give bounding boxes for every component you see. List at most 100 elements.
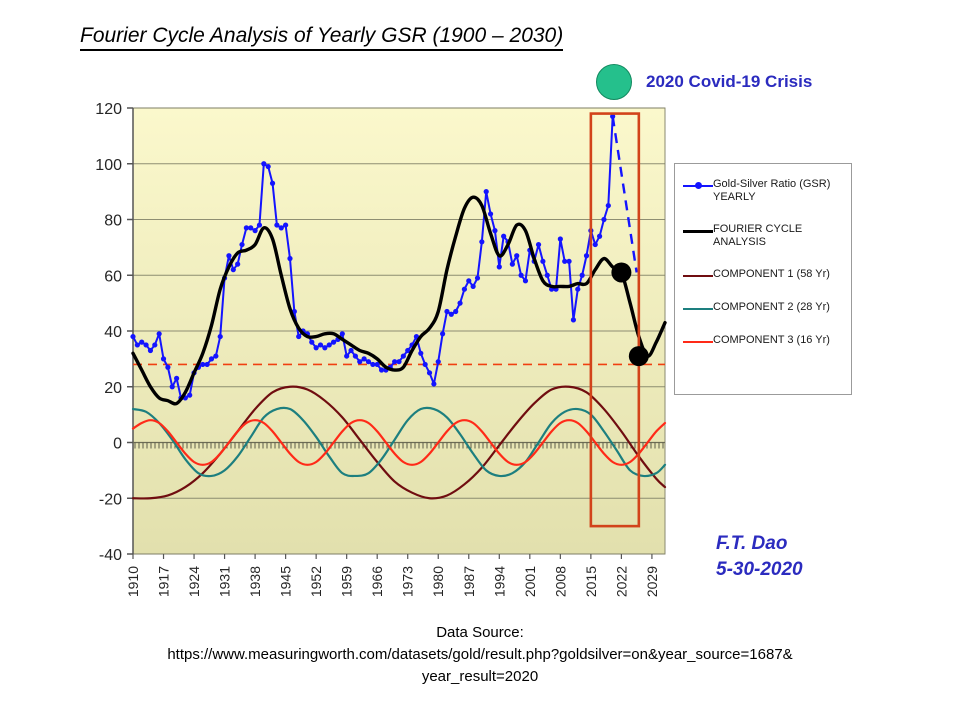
y-tick-label: 120 xyxy=(95,101,122,118)
gsr-data-point xyxy=(470,283,476,289)
gsr-data-point xyxy=(396,359,402,365)
gsr-data-point xyxy=(357,359,363,365)
legend-swatch-icon xyxy=(683,303,713,315)
gsr-data-point xyxy=(601,216,607,223)
emphasis-marker xyxy=(611,262,632,283)
x-tick-label: 1945 xyxy=(278,566,294,597)
gsr-data-point xyxy=(248,225,254,231)
gsr-data-point xyxy=(557,236,563,242)
gsr-data-point xyxy=(562,258,568,264)
gsr-data-point xyxy=(330,339,337,345)
gsr-data-point xyxy=(204,361,210,368)
legend-item-4: COMPONENT 3 (16 Yr) xyxy=(683,334,845,348)
gsr-data-point xyxy=(226,253,232,259)
gsr-data-point xyxy=(265,163,271,170)
green-circle-icon xyxy=(596,64,632,100)
series-component-3-16-yr- xyxy=(131,419,667,466)
gsr-data-point xyxy=(309,339,315,345)
series-fourier-line xyxy=(131,195,667,406)
x-tick-label: 1938 xyxy=(247,566,263,597)
gsr-data-point xyxy=(335,336,341,342)
page-title: Fourier Cycle Analysis of Yearly GSR (19… xyxy=(80,24,564,51)
gsr-data-point xyxy=(217,333,223,340)
gsr-data-point xyxy=(221,275,228,281)
legend-swatch-icon xyxy=(683,225,713,237)
gsr-data-point xyxy=(522,278,529,284)
gsr-data-point xyxy=(296,333,302,340)
data-source-url-line2: year_result=2020 xyxy=(421,668,539,685)
gsr-data-point xyxy=(466,278,472,284)
legend-item-label: Gold-Silver Ratio (GSR) YEARLY xyxy=(713,178,831,203)
gsr-data-point xyxy=(457,300,463,306)
gsr-data-point xyxy=(518,272,524,278)
gsr-data-point xyxy=(269,180,276,186)
gsr-data-point xyxy=(291,308,297,315)
gsr-data-point xyxy=(130,333,136,340)
gsr-data-point xyxy=(570,317,577,323)
gsr-data-point xyxy=(139,339,145,345)
legend-item-2: COMPONENT 1 (58 Yr) xyxy=(683,268,845,282)
annotation-great-depression: 1929 Great Depression xyxy=(230,110,464,146)
gsr-data-point xyxy=(322,345,328,351)
y-tick-label: 40 xyxy=(104,324,122,341)
gsr-data-point xyxy=(505,239,511,245)
x-tick-label: 1987 xyxy=(461,566,477,597)
x-tick-label: 1924 xyxy=(186,566,202,597)
gsr-data-point xyxy=(596,233,603,239)
x-tick-label: 1959 xyxy=(339,566,355,597)
gsr-data-point xyxy=(326,342,332,348)
gsr-data-point xyxy=(422,361,428,368)
gsr-data-point xyxy=(440,331,446,337)
gsr-data-point xyxy=(483,189,489,195)
gsr-data-point xyxy=(313,345,319,351)
x-tick-label: 1917 xyxy=(156,566,172,597)
gsr-data-point xyxy=(588,228,594,234)
x-tick-label: 2015 xyxy=(583,566,599,597)
gsr-data-point xyxy=(474,275,481,281)
gsr-data-point xyxy=(409,342,415,348)
legend-swatch-icon xyxy=(683,180,713,192)
author-date: 5-30-2020 xyxy=(716,559,803,580)
series-component-1-58-yr- xyxy=(131,385,667,500)
gsr-data-point xyxy=(235,261,241,267)
annotation-depression-label: 1929 Great Depression xyxy=(280,118,465,137)
gsr-data-point xyxy=(540,258,546,264)
highlight-box xyxy=(589,112,641,528)
gsr-data-point xyxy=(178,395,184,401)
gsr-data-point xyxy=(544,272,550,278)
gsr-data-point xyxy=(579,272,585,278)
legend-item-label: COMPONENT 2 (28 Yr) xyxy=(713,301,830,313)
x-tick-label: 2008 xyxy=(552,566,568,597)
gsr-data-point xyxy=(487,211,494,217)
gsr-data-point xyxy=(527,247,533,253)
series-component-2-28-yr- xyxy=(131,406,667,478)
gsr-data-point xyxy=(605,202,611,209)
x-tick-label: 1980 xyxy=(430,566,446,597)
gsr-data-point xyxy=(243,225,249,231)
gsr-data-point xyxy=(514,253,520,259)
annotation-covid-label: 2020 Covid-19 Crisis xyxy=(646,72,813,91)
author-name: F.T. Dao xyxy=(716,533,788,554)
gsr-data-point xyxy=(444,308,450,315)
gsr-data-point xyxy=(147,347,154,354)
gsr-data-point xyxy=(213,353,219,359)
gsr-data-point xyxy=(187,392,193,398)
series-gsr-projection xyxy=(611,116,638,273)
gsr-data-point xyxy=(374,361,380,368)
x-tick-label: 2001 xyxy=(522,566,538,597)
gsr-data-point xyxy=(261,161,267,167)
data-source-note: Data Source: https://www.measuringworth.… xyxy=(0,622,960,688)
x-tick-label: 1966 xyxy=(369,566,385,597)
gsr-data-point xyxy=(592,241,598,248)
gsr-data-point xyxy=(378,367,385,373)
gsr-data-point xyxy=(553,286,559,292)
gsr-data-point xyxy=(174,375,180,381)
gsr-data-point xyxy=(230,267,236,273)
y-tick-label: 60 xyxy=(104,268,122,285)
gsr-data-point xyxy=(195,364,202,370)
gsr-data-point xyxy=(383,367,389,373)
gsr-data-point xyxy=(348,347,354,354)
gsr-data-point xyxy=(431,381,437,387)
y-tick-label: 20 xyxy=(104,380,122,397)
